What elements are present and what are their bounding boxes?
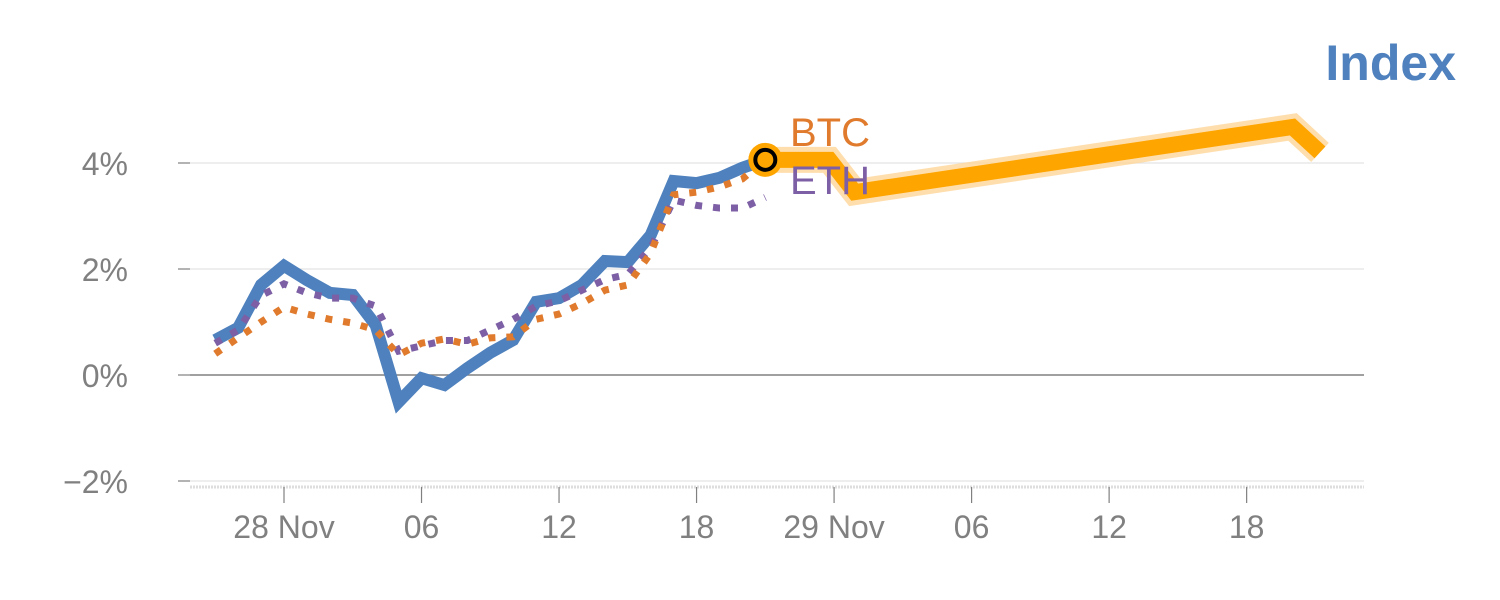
chart-title: Index xyxy=(1325,35,1456,91)
y-tick-label: 2% xyxy=(82,252,128,288)
x-tick-label: 29 Nov xyxy=(783,509,884,545)
y-tick-label: 4% xyxy=(82,146,128,182)
series-label-btc: BTC xyxy=(790,111,870,155)
y-tick-label: −2% xyxy=(63,464,128,500)
x-tick-label: 18 xyxy=(679,509,715,545)
series-highlight-line xyxy=(765,118,1326,201)
x-tick-label: 06 xyxy=(954,509,990,545)
x-tick-label: 06 xyxy=(404,509,440,545)
x-tick-label: 18 xyxy=(1229,509,1265,545)
marker-point xyxy=(753,147,778,172)
x-tick-label: 12 xyxy=(541,509,577,545)
series-btc-line xyxy=(213,157,768,360)
x-tick-label: 12 xyxy=(1091,509,1127,545)
x-tick-label: 28 Nov xyxy=(233,509,334,545)
series-index-line xyxy=(212,154,768,414)
y-tick-label: 0% xyxy=(82,358,128,394)
series-label-eth: ETH xyxy=(790,159,870,203)
